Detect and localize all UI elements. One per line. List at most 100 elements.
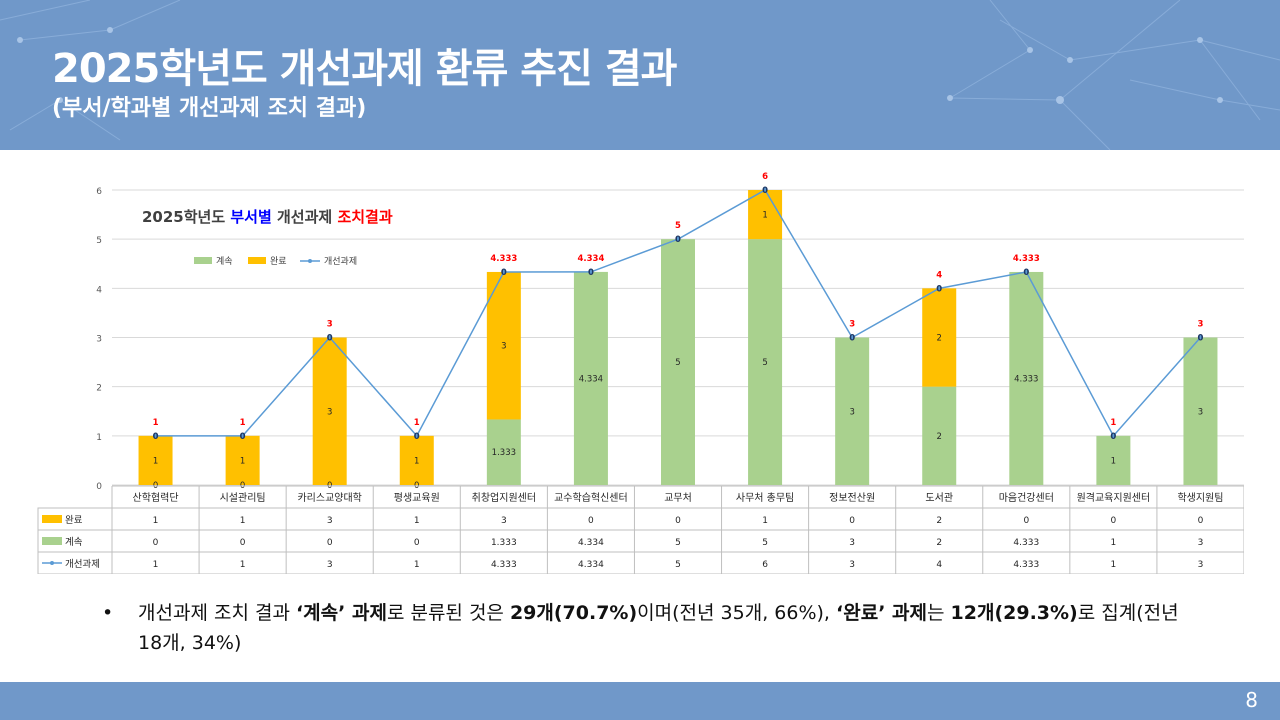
label-continue: 4.333	[1014, 374, 1038, 384]
table-cell: 0	[153, 538, 159, 548]
bar-complete	[312, 337, 347, 485]
bar-continue	[573, 271, 608, 485]
bar-complete	[922, 288, 957, 387]
legend-marker-task	[308, 259, 312, 263]
bar-continue	[1009, 271, 1044, 485]
page-number: 8	[1245, 688, 1258, 712]
table-cell: 0	[1198, 516, 1204, 526]
table-cell: 1	[240, 560, 246, 570]
y-tick-label: 3	[96, 335, 102, 345]
legend-label-continue: 계속	[216, 255, 233, 267]
summary-bullet: • 개선과제 조치 결과 ‘계속’ 과제로 분류된 것은 29개(70.7%)이…	[102, 598, 1208, 658]
bar-complete	[748, 190, 783, 240]
chart-panel: 0 1 2 3 4 5 6 2025학년도 부서별 개선과제 조치결과 계속 완료 개선과제 0 1 0 1…	[36, 158, 1244, 574]
category-label: 시설관리팀	[220, 492, 266, 504]
table-cell: 0	[1111, 516, 1117, 526]
total-label: 3	[327, 320, 333, 330]
slide-footer: 8	[0, 682, 1280, 720]
line-point-label: 0	[327, 334, 333, 344]
category-label: 카리스교양대학	[297, 492, 361, 504]
bullet-dot-icon: •	[102, 602, 114, 624]
table-cell: 1	[153, 516, 159, 526]
label-complete: 1	[762, 211, 767, 221]
table-cell: 0	[588, 516, 594, 526]
table-cell: 3	[327, 516, 333, 526]
line-point	[414, 433, 420, 439]
bar-continue	[1183, 337, 1218, 485]
y-tick-label: 4	[96, 285, 102, 295]
category-label: 사무처 총무팀	[736, 492, 794, 504]
legend-label-task: 개선과제	[324, 256, 357, 267]
bar-complete	[138, 435, 173, 485]
label-complete: 3	[501, 342, 506, 352]
line-point	[1197, 335, 1203, 340]
legend-swatch-complete	[248, 257, 266, 264]
table-cell: 5	[675, 538, 681, 548]
label-continue: 5	[762, 358, 767, 368]
category-label: 산학협력단	[133, 491, 179, 504]
label-continue: 3	[1198, 407, 1203, 417]
label-continue: 1.333	[492, 448, 516, 458]
line-point-label: 0	[762, 186, 768, 196]
table-cell: 4.334	[578, 560, 604, 570]
table-cell: 3	[849, 560, 855, 570]
label-continue: 2	[937, 432, 942, 442]
bar-continue	[748, 239, 783, 485]
label-complete: 1	[240, 456, 245, 466]
category-label: 학생지원팀	[1177, 492, 1223, 504]
table-cell: 4.333	[491, 560, 517, 570]
y-tick-label: 5	[96, 236, 102, 246]
bar-complete	[225, 435, 260, 485]
line-point	[588, 269, 594, 275]
table-cell: 0	[414, 538, 420, 548]
total-label: 1	[240, 418, 246, 428]
y-tick-label: 2	[96, 384, 102, 394]
table-cell: 1	[240, 516, 246, 526]
line-point	[1023, 269, 1029, 275]
label-complete: 1	[414, 456, 419, 466]
network-decoration	[0, 0, 1280, 150]
table-cell: 1	[762, 516, 768, 526]
bar-complete	[399, 435, 434, 485]
total-label: 4.333	[490, 254, 517, 264]
table-cell: 4.333	[1013, 560, 1039, 570]
page-title: 2025학년도 개선과제 환류 추진 결과	[52, 46, 677, 92]
summary-text: 개선과제 조치 결과 ‘계속’ 과제로 분류된 것은 29개(70.7%)이며(…	[138, 602, 1179, 654]
total-label: 1	[153, 418, 159, 428]
total-label: 4.333	[1013, 254, 1040, 264]
table-cell: 0	[675, 516, 681, 526]
table-cell: 3	[501, 516, 507, 526]
category-label: 마음건강센터	[999, 492, 1054, 504]
y-tick-label: 1	[96, 433, 102, 443]
legend-swatch-continue	[194, 257, 212, 264]
line-point-label: 0	[1023, 268, 1029, 278]
line-point	[1110, 433, 1116, 439]
table-cell: 1.333	[491, 538, 517, 548]
chart-title: 2025학년도 부서별 개선과제 조치결과	[142, 208, 393, 226]
total-label: 4	[936, 270, 942, 280]
y-tick-label: 6	[96, 187, 102, 197]
table-row-label: 계속	[65, 536, 83, 548]
category-label: 도서관	[925, 492, 953, 504]
table-cell: 1	[153, 560, 159, 570]
total-label: 5	[675, 221, 681, 231]
label-complete: 3	[327, 407, 332, 417]
table-cell: 3	[849, 538, 855, 548]
table-cell: 2	[936, 516, 942, 526]
line-point	[675, 236, 681, 242]
table-cell: 4.334	[578, 538, 604, 548]
line-point	[240, 433, 246, 439]
total-label: 1	[1110, 418, 1116, 428]
category-label: 정보전산원	[829, 492, 875, 504]
total-label: 3	[849, 320, 855, 330]
total-label: 1	[414, 418, 420, 428]
slide-header: 2025학년도 개선과제 환류 추진 결과 (부서/학과별 개선과제 조치 결과…	[0, 0, 1280, 150]
line-point	[153, 433, 159, 439]
table-cell: 0	[327, 538, 333, 548]
line-point-label: 0	[675, 235, 681, 245]
line-point	[327, 335, 333, 340]
table-cell: 4.333	[1013, 538, 1039, 548]
table-cell: 5	[675, 560, 681, 570]
label-continue: 3	[849, 407, 854, 417]
